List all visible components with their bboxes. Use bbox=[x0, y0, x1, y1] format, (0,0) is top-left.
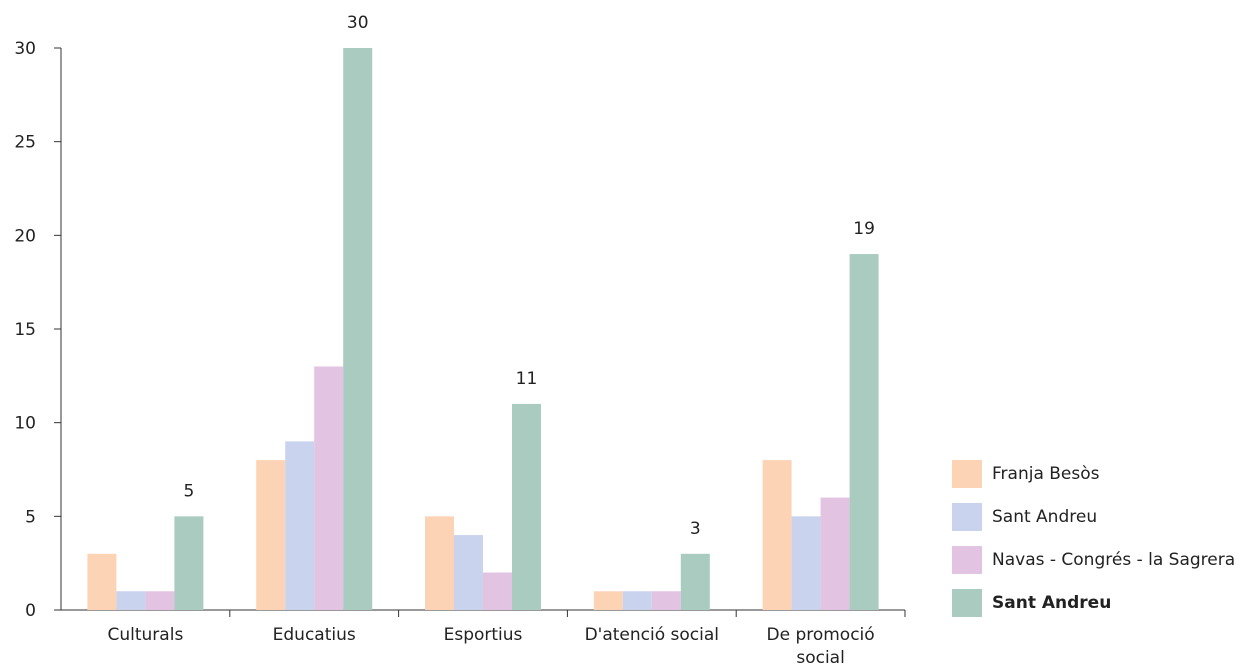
data-label: 5 bbox=[183, 481, 194, 501]
legend-label: Navas - Congrés - la Sagrera bbox=[992, 549, 1236, 570]
legend-swatch bbox=[952, 459, 982, 488]
x-tick-label: De promoció bbox=[766, 625, 874, 645]
x-tick-label: Educatius bbox=[273, 625, 356, 645]
x-tick-label: Esportius bbox=[444, 625, 523, 645]
bar-3 bbox=[483, 572, 512, 610]
chart-labels: 5 Culturals 30 Educatius 11 Esportius 3 D'atenc… bbox=[108, 13, 875, 668]
bar-2 bbox=[285, 441, 315, 610]
legend-label: Franja Besòs bbox=[992, 463, 1100, 484]
bar-4 bbox=[680, 553, 710, 610]
data-label: 19 bbox=[853, 219, 875, 239]
x-tick-label: D'atenció social bbox=[585, 625, 719, 645]
bar-2 bbox=[791, 516, 821, 610]
bar-4 bbox=[343, 48, 373, 610]
bar-1 bbox=[425, 516, 454, 610]
bar-4 bbox=[849, 254, 879, 611]
legend-item: Navas - Congrés - la Sagrera bbox=[952, 538, 1235, 581]
legend-item: Franja Besòs bbox=[952, 452, 1235, 495]
bar-3 bbox=[145, 591, 175, 610]
bar-4 bbox=[512, 403, 541, 610]
y-tick-label: 0 bbox=[25, 601, 36, 621]
y-tick-label: 10 bbox=[14, 414, 36, 434]
bar-2 bbox=[116, 591, 146, 610]
y-tick-label: 20 bbox=[14, 226, 36, 246]
legend-swatch bbox=[952, 502, 982, 531]
legend-item: Sant Andreu bbox=[952, 581, 1235, 624]
x-tick-label: Culturals bbox=[108, 625, 184, 645]
data-label: 11 bbox=[516, 369, 538, 389]
chart-bars bbox=[87, 48, 879, 611]
y-tick-label: 15 bbox=[14, 320, 36, 340]
y-tick-label: 25 bbox=[14, 133, 36, 153]
bar-3 bbox=[314, 366, 344, 610]
bar-1 bbox=[762, 460, 792, 610]
bar-1 bbox=[256, 460, 286, 610]
bar-3 bbox=[651, 591, 681, 610]
bar-1 bbox=[87, 553, 117, 610]
y-tick-label: 5 bbox=[25, 507, 36, 527]
bar-4 bbox=[174, 516, 204, 610]
bar-3 bbox=[820, 497, 850, 610]
legend-swatch bbox=[952, 588, 982, 617]
legend-item: Sant Andreu bbox=[952, 495, 1235, 538]
data-label: 3 bbox=[690, 519, 701, 539]
x-tick-label: social bbox=[796, 648, 844, 668]
chart-legend: Franja Besòs Sant Andreu Navas - Congrés -… bbox=[952, 452, 1235, 624]
y-tick-label: 30 bbox=[14, 39, 36, 59]
bar-2 bbox=[454, 535, 483, 610]
legend-label: Sant Andreu bbox=[992, 506, 1098, 527]
bar-2 bbox=[622, 591, 652, 610]
legend-swatch bbox=[952, 545, 982, 574]
legend-label: Sant Andreu bbox=[992, 592, 1112, 613]
bar-1 bbox=[593, 591, 623, 610]
data-label: 30 bbox=[347, 13, 369, 33]
